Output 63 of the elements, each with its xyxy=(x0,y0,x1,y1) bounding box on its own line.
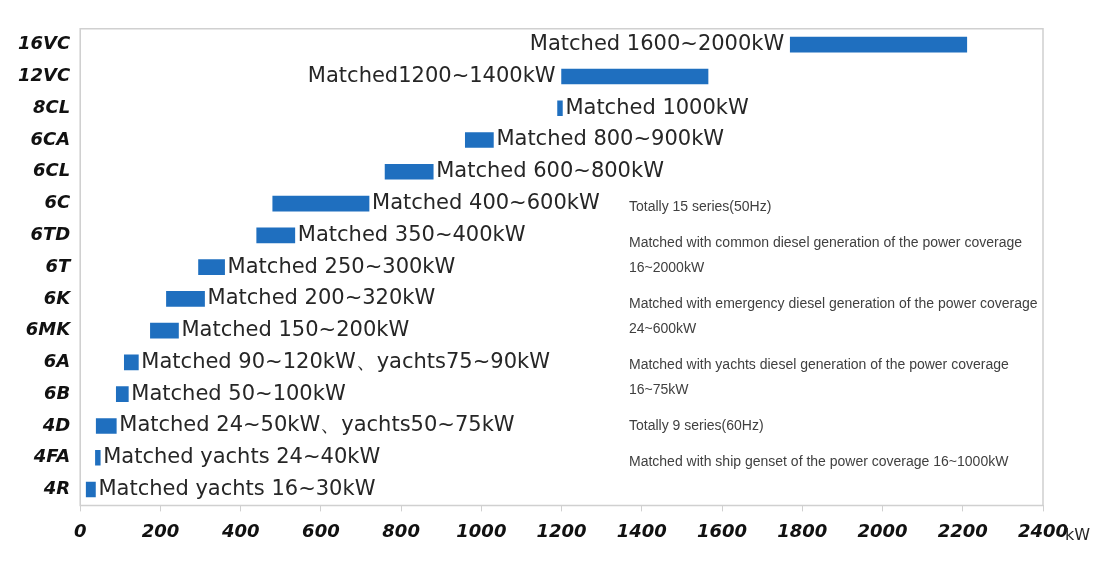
data-label: Matched 24~50kW、yachts50~75kW xyxy=(119,412,515,437)
bar xyxy=(85,481,96,498)
x-tick-label: 2000 xyxy=(857,519,908,541)
y-tick-label: 6CA xyxy=(30,127,71,149)
y-tick-label: 6MK xyxy=(25,318,73,340)
bar xyxy=(256,227,296,244)
x-tick-label: 1400 xyxy=(616,519,667,541)
bar xyxy=(561,68,709,85)
bar xyxy=(150,322,179,339)
data-label: Matched1200~1400kW xyxy=(307,62,556,87)
data-label: Matched 1600~2000kW xyxy=(529,31,785,56)
data-label: Matched 150~200kW xyxy=(181,317,410,342)
bar xyxy=(166,291,205,307)
data-label: Matched 250~300kW xyxy=(227,253,456,278)
y-tick-label: 6CL xyxy=(32,159,71,181)
bar xyxy=(123,354,139,371)
y-tick-label: 4D xyxy=(41,413,71,435)
x-tick-label: 400 xyxy=(220,519,260,541)
annotation: Matched with common diesel generation of the power coverage 16~2000kW xyxy=(628,234,1023,276)
x-tick-label: 1800 xyxy=(777,519,828,541)
data-label: Matched yachts 24~40kW xyxy=(103,444,381,469)
x-tick-label: 0 xyxy=(73,519,87,541)
x-tick-label: 600 xyxy=(302,519,340,541)
bar xyxy=(198,259,225,275)
bar xyxy=(115,386,129,403)
bar xyxy=(95,418,117,434)
annotation: Totally 9 series(60Hz) xyxy=(628,417,764,434)
bar xyxy=(557,100,563,117)
y-tick-label: 4FA xyxy=(32,445,71,467)
bar xyxy=(384,163,434,180)
bar xyxy=(789,36,968,53)
bar xyxy=(464,132,494,148)
data-label: Matched 200~320kW xyxy=(207,285,436,310)
y-tick-label: 6A xyxy=(43,350,71,372)
y-tick-label: 4R xyxy=(42,477,71,499)
data-label: Matched 350~400kW xyxy=(297,221,526,246)
x-tick-label: 1600 xyxy=(697,519,748,541)
bar xyxy=(95,449,101,466)
y-tick-label: 12VC xyxy=(17,64,71,86)
bar xyxy=(272,195,370,212)
y-tick-label: 6TD xyxy=(30,223,71,244)
data-label: Matched 50~100kW xyxy=(131,380,346,405)
y-tick-label: 6T xyxy=(45,254,72,276)
annotation: Matched with emergency diesel generation of the power coverage 24~600kW xyxy=(628,295,1038,337)
y-tick-label: 16VC xyxy=(17,32,71,54)
x-tick-label: 2200 xyxy=(937,519,988,541)
x-tick-label: 1200 xyxy=(536,519,587,541)
y-tick-label: 6C xyxy=(44,191,71,213)
x-tick-label: 1000 xyxy=(456,519,507,541)
data-label: Matched yachts 16~30kW xyxy=(98,475,376,500)
annotation: Totally 15 series(50Hz) xyxy=(628,198,772,215)
annotation: Matched with ship genset of the power coverage 16~1000kW xyxy=(628,453,1010,470)
annotation: Matched with yachts diesel generation of the power coverage 16~75kW xyxy=(628,356,1009,398)
y-tick-label: 6B xyxy=(43,381,71,403)
data-label: Matched 400~600kW xyxy=(372,190,600,215)
y-tick-label: 6K xyxy=(43,286,73,308)
y-tick-label: 8CL xyxy=(32,95,71,117)
data-label: Matched 1000kW xyxy=(565,94,749,119)
data-label: Matched 800~900kW xyxy=(496,126,725,151)
data-label: Matched 600~800kW xyxy=(436,158,665,183)
data-label: Matched 90~120kW、yachts75~90kW xyxy=(141,348,551,373)
x-tick-label: 200 xyxy=(141,519,180,541)
x-tick-label: 800 xyxy=(382,519,420,541)
